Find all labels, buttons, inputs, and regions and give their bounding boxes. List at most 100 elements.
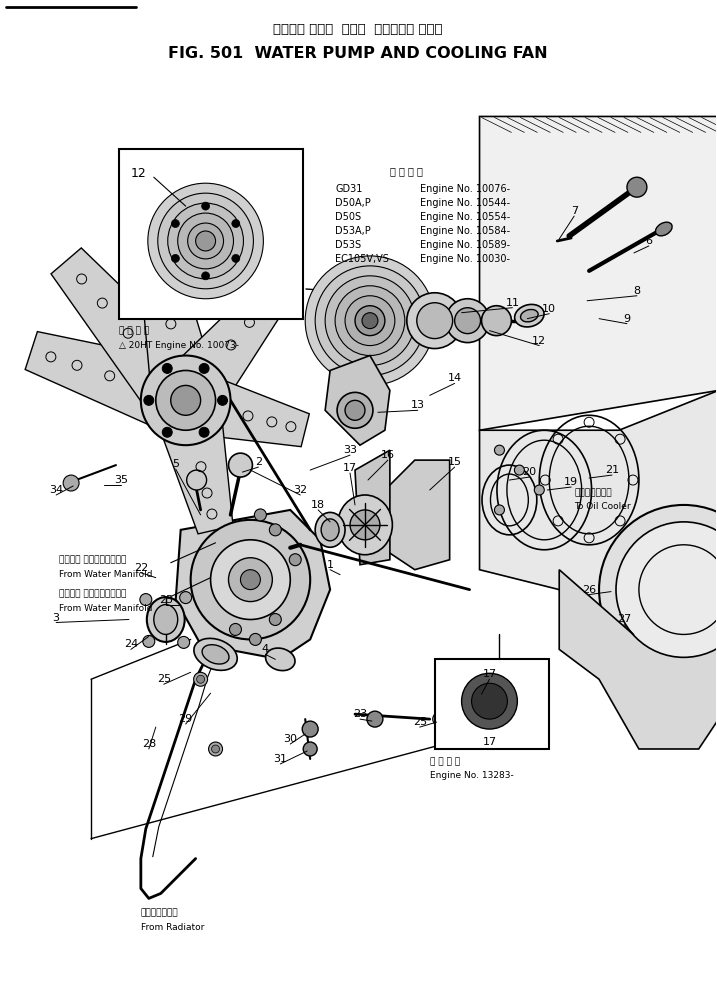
Circle shape [482,306,511,336]
Circle shape [270,613,281,626]
Circle shape [240,570,260,590]
Circle shape [180,592,191,603]
Circle shape [140,594,152,605]
Polygon shape [25,332,173,426]
Text: 5: 5 [172,459,179,469]
Polygon shape [480,117,717,431]
Circle shape [455,308,480,334]
Circle shape [229,624,242,636]
Circle shape [178,637,190,648]
Text: Engine No. 10544-: Engine No. 10544- [419,198,510,208]
Text: 22: 22 [134,563,148,573]
Ellipse shape [521,309,538,322]
Circle shape [171,254,179,262]
Text: 20: 20 [522,467,536,477]
Ellipse shape [338,495,392,554]
Text: 32: 32 [293,485,308,495]
Circle shape [362,313,378,329]
Ellipse shape [655,222,672,235]
Circle shape [417,303,452,338]
Circle shape [446,299,490,342]
Text: 34: 34 [49,485,63,495]
Text: 11: 11 [505,297,519,308]
Text: 17: 17 [483,669,497,679]
Text: 15: 15 [447,457,462,467]
Polygon shape [385,460,450,570]
Text: 12: 12 [532,336,546,345]
Text: 27: 27 [617,614,631,625]
Text: 2: 2 [255,457,262,467]
Text: 適 用 号 機: 適 用 号 機 [119,327,149,336]
Circle shape [514,465,524,475]
Ellipse shape [147,597,185,642]
Polygon shape [51,248,196,404]
Text: 適 用 号 機: 適 用 号 機 [390,166,423,177]
Text: 17: 17 [483,737,497,748]
Text: 26: 26 [582,585,596,594]
Circle shape [303,721,318,737]
Circle shape [433,712,447,726]
Circle shape [209,742,222,756]
Circle shape [599,505,717,674]
Circle shape [229,453,252,477]
Text: 21: 21 [605,465,619,475]
Ellipse shape [153,604,178,635]
Bar [435,659,549,749]
Text: D53A,P: D53A,P [335,226,371,236]
Circle shape [407,292,462,348]
Text: 35: 35 [114,475,128,485]
Text: GD31: GD31 [335,184,363,194]
Text: 25: 25 [158,594,173,604]
Text: Engine No. 10076-: Engine No. 10076- [419,184,510,194]
Polygon shape [177,280,289,401]
Circle shape [462,673,518,729]
Circle shape [255,509,266,521]
Text: Engine No. 13283-: Engine No. 13283- [429,771,513,780]
Circle shape [156,371,216,431]
Text: 4: 4 [262,645,269,654]
Polygon shape [176,510,330,659]
Circle shape [141,355,230,445]
Circle shape [143,636,155,647]
Circle shape [63,475,79,491]
Text: 17: 17 [343,463,357,473]
Text: D53S: D53S [335,240,361,250]
Text: 6: 6 [645,236,652,246]
Circle shape [616,522,717,657]
Circle shape [188,223,224,259]
Text: 10: 10 [542,304,556,314]
Text: 適 用 号 機: 適 用 号 機 [429,757,460,766]
Circle shape [270,524,281,536]
Polygon shape [203,378,309,446]
Polygon shape [325,355,390,445]
Text: 19: 19 [564,477,578,487]
Circle shape [162,428,172,438]
Text: Engine No. 10554-: Engine No. 10554- [419,212,510,222]
Circle shape [472,683,508,719]
Bar [119,149,303,319]
Text: 33: 33 [343,445,357,455]
Circle shape [250,634,262,645]
Ellipse shape [515,304,544,327]
Polygon shape [355,450,390,565]
Text: 14: 14 [447,374,462,384]
Circle shape [201,202,209,210]
Circle shape [217,395,227,405]
Text: 25: 25 [157,674,171,685]
Text: FIG. 501  WATER PUMP AND COOLING FAN: FIG. 501 WATER PUMP AND COOLING FAN [168,46,548,61]
Circle shape [350,510,380,540]
Circle shape [627,178,647,197]
Circle shape [289,553,301,566]
Circle shape [315,266,424,376]
Text: ウォータ ポンプ  および  クーリング ファン: ウォータ ポンプ および クーリング ファン [273,24,443,36]
Circle shape [191,520,310,640]
Text: 3: 3 [52,612,60,623]
Text: 31: 31 [273,754,288,764]
Text: EC105V,VS: EC105V,VS [335,254,389,264]
Text: ウォータ マニホールドから: ウォータ マニホールドから [60,590,126,598]
Text: 13: 13 [411,400,424,410]
Circle shape [335,285,405,355]
Text: Engine No. 10584-: Engine No. 10584- [419,226,510,236]
Circle shape [232,254,239,262]
Circle shape [199,428,209,438]
